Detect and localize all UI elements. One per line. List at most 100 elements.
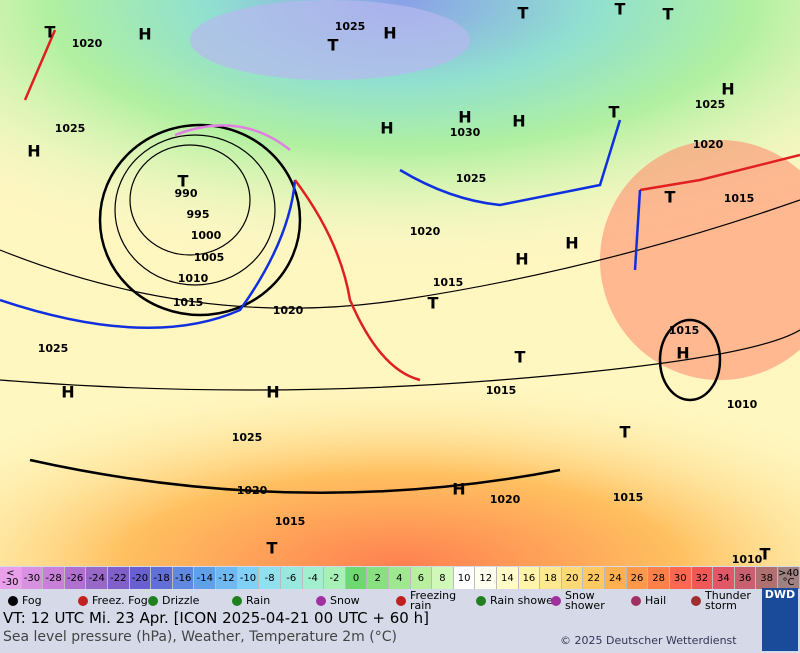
scale-cell: -14 [194,567,217,589]
scale-cell: 8 [432,567,454,589]
isobar-label: 990 [175,187,198,200]
pressure-center: H [458,108,471,127]
isobar-label: 1020 [237,484,268,497]
symbol-label: Freezing rain [410,589,457,612]
scale-cell: -12 [216,567,238,589]
pressure-center: H [266,383,279,402]
pressure-center: H [383,24,396,43]
scale-cell: -26 [64,567,87,589]
scale-cell: -6 [280,567,303,589]
pressure-center: T [267,539,278,558]
isobar-label: 1010 [178,272,209,285]
isobar-label: 1020 [410,225,441,238]
isobar-label: 1020 [72,37,103,50]
isobar-label: 1030 [450,126,481,139]
pressure-center: H [512,112,525,131]
symbol-icon [476,596,486,606]
pressure-center: T [663,5,674,24]
isobar-label: 1015 [433,276,464,289]
symbol-icon [551,596,561,606]
scale-cell: -22 [108,567,130,589]
scale-cell: 2 [367,567,389,589]
isobar-label: 1020 [490,493,521,506]
isobar-label: 1000 [191,229,222,242]
scale-cell: -10 [237,567,260,589]
isobar-label: 1025 [232,431,263,444]
pressure-center: H [452,480,465,499]
isobar-label: 1015 [613,491,644,504]
scale-cell: >40 °C [777,567,800,589]
symbol-legend: Fog Freez. Fog Drizzle Rain Snow Freezing rai… [0,590,760,612]
isobar-label: 1015 [669,324,700,337]
symbol-label: Thunder storm [705,589,751,612]
symbol-label: Drizzle [162,594,200,607]
scale-cell: 30 [669,567,692,589]
isobar-label: 1015 [486,384,517,397]
isobar-label: 1025 [55,122,86,135]
scale-cell: 28 [648,567,670,589]
isobar-label: 1020 [273,304,304,317]
scale-cell: 20 [561,567,584,589]
pressure-center: H [380,119,393,138]
temperature-scale: < -30 -30 -28 -26 -24 -22 -20 -18 -16 -14 -12 -10 -8… [0,567,800,589]
pressure-center: T [760,545,771,564]
pressure-center: T [45,23,56,42]
isobar-label: 1015 [275,515,306,528]
isobar-label: 1025 [695,98,726,111]
scale-cell: -2 [324,567,346,589]
isobars [0,123,800,494]
isobar-label: 1015 [173,296,204,309]
isobar-label: 1020 [693,138,724,151]
pressure-center: T [665,188,676,207]
pressure-center: H [515,250,528,269]
cold-region [190,0,470,80]
pressure-center: T [620,423,631,442]
symbol-icon [396,596,406,606]
pressure-center: H [27,142,40,161]
scale-cell: -4 [302,567,325,589]
symbol-label: Freez. Fog [92,594,148,607]
symbol-icon [8,596,18,606]
symbol-label: Snow [330,594,360,607]
isobar-label: 1025 [38,342,69,355]
symbol-label: Rain shower [490,594,558,607]
symbol-icon [78,596,88,606]
fronts [0,29,800,382]
pressure-center: T [515,348,526,367]
scale-cell: 10 [453,567,476,589]
scale-cell: < -30 [0,567,22,589]
isobar-label: 995 [187,208,210,221]
symbol-label: Snow shower [565,589,605,612]
scale-cell: -24 [86,567,109,589]
pressure-center: H [61,383,74,402]
scale-cell: 0 [345,567,368,589]
isobar-label: 1010 [727,398,758,411]
isobar-label: 1010 [732,553,763,566]
scale-cell: 36 [734,567,757,589]
scale-cell: 34 [713,567,735,589]
isobar-label: 1015 [724,192,755,205]
scale-cell: 16 [518,567,541,589]
pressure-center: H [138,25,151,44]
scale-cell: -8 [259,567,281,589]
symbol-icon [232,596,242,606]
scale-cell: -20 [129,567,152,589]
warm-region [600,140,800,380]
pressure-center: T [428,294,439,313]
description: Sea level pressure (hPa), Weather, Tempe… [3,629,397,645]
isobar-label: 1005 [194,251,225,264]
pressure-center: T [615,0,626,19]
scale-cell: 38 [756,567,778,589]
scale-cell: 18 [540,567,562,589]
scale-cell: 14 [497,567,519,589]
pressure-center: H [721,80,734,99]
scale-cell: -16 [172,567,195,589]
symbol-label: Fog [22,594,42,607]
symbol-label: Hail [645,594,667,607]
weather-map: 1020 1025 1025 1030 1020 1025 1025 1015 990 995 10… [0,0,800,566]
logo: DWD [762,588,798,651]
scale-cell: 6 [410,567,433,589]
scale-cell: -28 [43,567,65,589]
symbol-icon [631,596,641,606]
symbol-icon [316,596,326,606]
